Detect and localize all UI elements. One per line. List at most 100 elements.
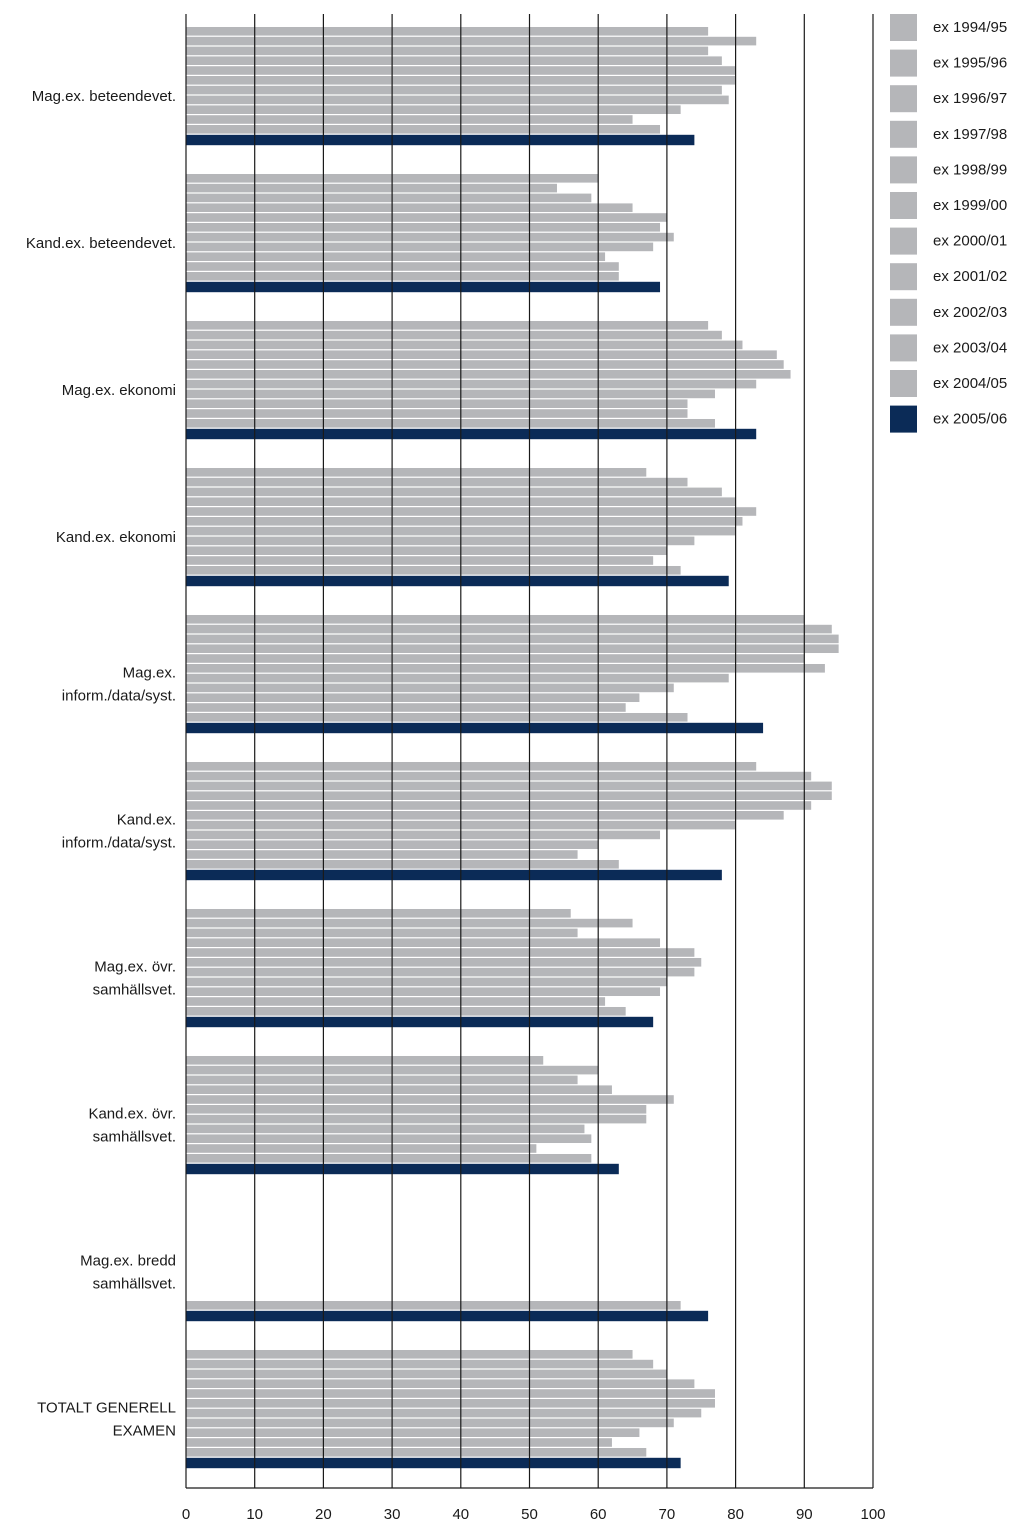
legend-swatch [890, 405, 917, 433]
bar [186, 850, 578, 859]
bar [186, 379, 757, 389]
legend-swatch [890, 227, 917, 255]
legend-label: ex 1997/98 [933, 126, 1007, 143]
bar [186, 713, 688, 722]
x-tick-label: 0 [182, 1506, 190, 1523]
bar [186, 869, 722, 881]
category-label: Mag.ex. övr. samhällsvet. [93, 959, 176, 999]
bar [186, 428, 757, 440]
bar [186, 350, 777, 359]
bar [186, 1163, 619, 1175]
bar [186, 360, 784, 369]
category-label: Kand.ex. inform./data/syst. [62, 812, 176, 852]
bar [186, 193, 592, 203]
bar [186, 232, 674, 242]
bar [186, 56, 722, 65]
bar [186, 330, 722, 340]
bar [186, 722, 764, 734]
legend-swatch [890, 370, 917, 397]
x-tick-label: 10 [246, 1506, 263, 1523]
bar [186, 1428, 640, 1437]
bar [186, 1448, 647, 1457]
legend-label: ex 2000/01 [933, 233, 1007, 250]
bar [186, 928, 578, 938]
bar [186, 977, 667, 987]
bar [186, 830, 661, 840]
category-labels: Mag.ex. beteendevet. Kand.ex. beteendevet… [26, 88, 176, 1440]
x-tick-label: 80 [727, 1506, 744, 1523]
bar [186, 762, 757, 771]
bar [186, 1144, 537, 1153]
bar [186, 1310, 709, 1322]
bar [186, 958, 702, 967]
category-label: Mag.ex. beteendevet. [32, 88, 176, 105]
x-tick-label: 70 [659, 1506, 676, 1523]
bar [186, 938, 661, 947]
bar [186, 1134, 592, 1143]
bar [186, 909, 571, 918]
bar [186, 203, 633, 212]
bar [186, 115, 633, 124]
legend-swatch [890, 49, 917, 77]
legend-label: ex 1998/99 [933, 161, 1007, 178]
bar [186, 1056, 544, 1065]
bar [186, 997, 606, 1006]
bar [186, 389, 715, 399]
bar [186, 105, 681, 114]
bar [186, 624, 832, 634]
legend-label: ex 1994/95 [933, 19, 1007, 36]
bar [186, 517, 743, 526]
bar [186, 36, 757, 46]
legend-label: ex 2004/05 [933, 375, 1007, 392]
legend: ex 1994/95 ex 1995/96 ex 1996/97 ex 1997/98… [890, 14, 1007, 433]
x-tick-label: 90 [796, 1506, 813, 1523]
bar [186, 1105, 647, 1114]
bar [186, 693, 640, 702]
bar [186, 1359, 654, 1369]
bar [186, 703, 626, 712]
bar [186, 1154, 592, 1163]
bar [186, 85, 722, 95]
bar [186, 419, 715, 428]
bar [186, 46, 709, 56]
bar [186, 683, 674, 693]
x-tick-label: 30 [384, 1506, 401, 1523]
bar [186, 1016, 654, 1028]
bar [186, 1399, 715, 1408]
bar [186, 1379, 695, 1388]
bar [186, 771, 812, 781]
bar [186, 1438, 612, 1447]
bar [186, 987, 661, 996]
category-label: Kand.ex. beteendevet. [26, 235, 176, 252]
bar [186, 536, 695, 546]
bar [186, 634, 839, 644]
bar [186, 399, 688, 408]
bar [186, 664, 825, 673]
bar [186, 95, 729, 105]
category-label: Mag.ex. inform./data/syst. [62, 665, 176, 705]
legend-label: ex 1995/96 [933, 55, 1007, 72]
bar [186, 948, 695, 957]
legend-label: ex 2002/03 [933, 304, 1007, 321]
x-tick-label: 100 [860, 1506, 885, 1523]
legend-label: ex 2005/06 [933, 411, 1007, 428]
bar [186, 781, 832, 791]
bar [186, 262, 619, 271]
x-tick-label: 20 [315, 1506, 332, 1523]
bar [186, 252, 606, 261]
bar [186, 644, 839, 653]
bar [186, 1350, 633, 1359]
bar [186, 1389, 715, 1398]
legend-label: ex 2001/02 [933, 268, 1007, 285]
bar [186, 1408, 702, 1418]
bar [186, 1114, 647, 1124]
bar [186, 918, 633, 928]
bar [186, 213, 667, 222]
bar [186, 673, 729, 683]
bar [186, 1457, 681, 1469]
bar [186, 340, 743, 350]
bar [186, 546, 667, 555]
bar [186, 801, 812, 810]
bar [186, 1369, 667, 1379]
